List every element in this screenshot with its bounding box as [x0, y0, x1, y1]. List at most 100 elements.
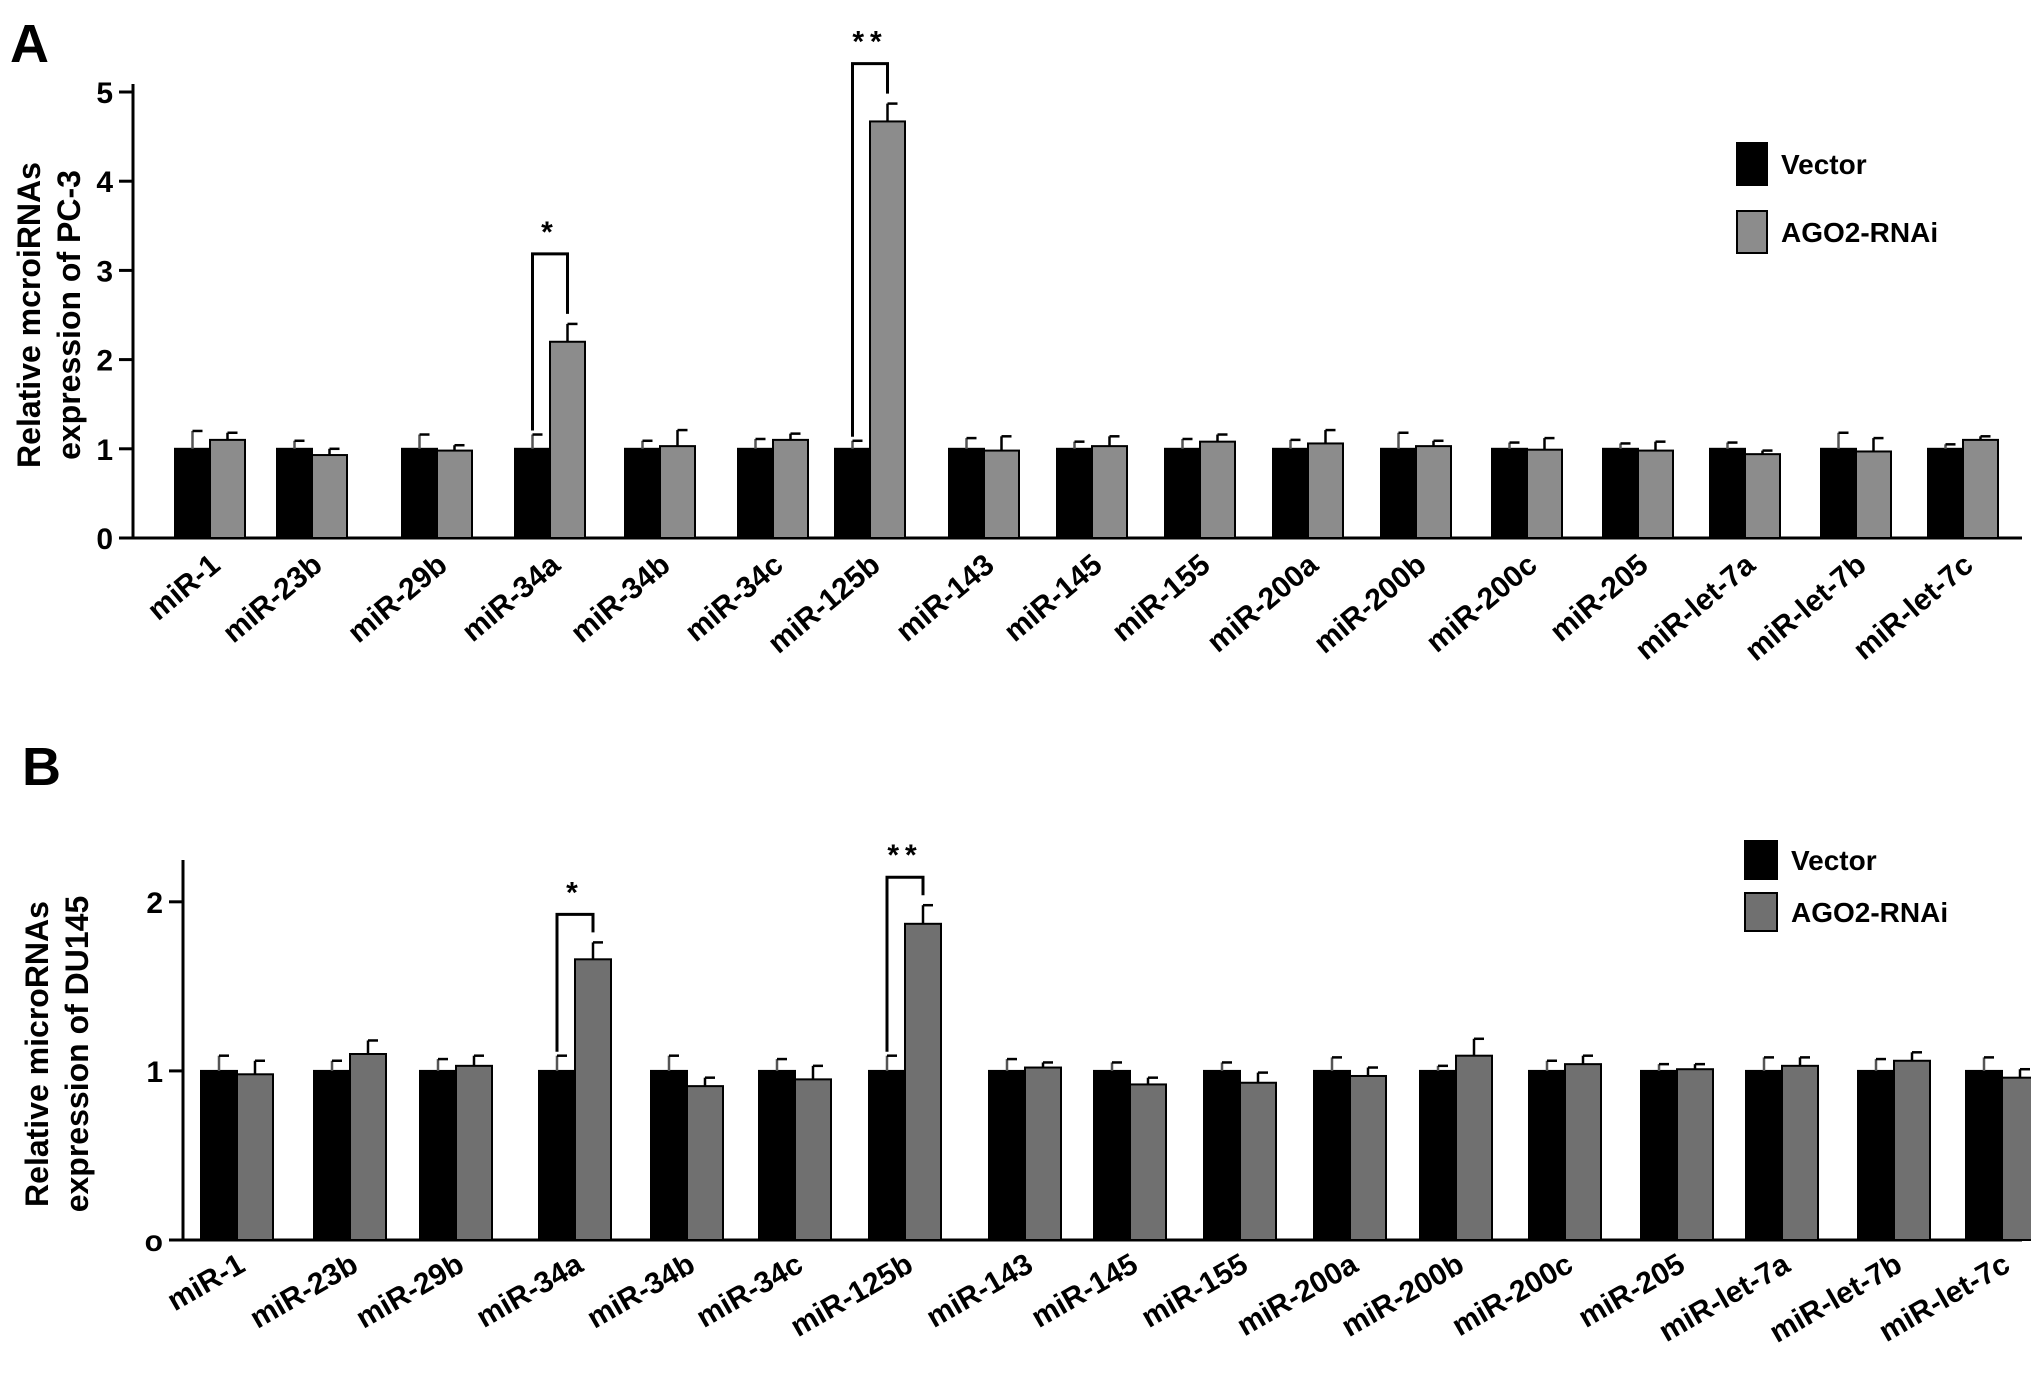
- bar-vector: [401, 447, 438, 539]
- bar-vector: [1380, 447, 1417, 539]
- x-tick-label: miR-155: [1106, 548, 1217, 648]
- bar-vector: [834, 447, 871, 539]
- bar-ago2-rnai: [869, 120, 906, 539]
- x-tick-label: miR-200c: [1420, 548, 1543, 659]
- significance-bracket: [851, 62, 889, 437]
- bar-ago2-rnai: [1564, 1063, 1602, 1242]
- panel-label-b: B: [22, 737, 61, 797]
- x-tick-label: miR-145: [998, 548, 1109, 648]
- bar-ago2-rnai: [794, 1078, 832, 1242]
- y-tick-label: 3: [96, 255, 113, 288]
- bar-vector: [1056, 447, 1093, 539]
- bar-ago2-rnai: [436, 449, 473, 540]
- bar-ago2-rnai: [1239, 1081, 1277, 1242]
- x-tick-label: miR-143: [921, 1247, 1039, 1334]
- x-tick-label: miR-200b: [1308, 548, 1433, 660]
- bar-ago2-rnai: [983, 449, 1020, 540]
- bar-vector: [868, 1069, 906, 1241]
- y-tick-label: 4: [96, 166, 113, 199]
- panel-label-a: A: [10, 14, 49, 74]
- bar-ago2-rnai: [455, 1064, 493, 1241]
- x-tick-label: miR-let-7a: [1629, 548, 1762, 667]
- bar-ago2-rnai: [349, 1053, 387, 1241]
- x-tick-label: miR-23b: [244, 1247, 363, 1335]
- bar-ago2-rnai: [1455, 1054, 1493, 1242]
- bar-ago2-rnai: [1349, 1074, 1387, 1241]
- x-tick-label: miR-let-7b: [1739, 548, 1873, 668]
- significance-bracket: [531, 252, 569, 431]
- x-tick-label: miR-23b: [217, 548, 329, 649]
- bar-vector: [1745, 1069, 1783, 1241]
- x-tick-label: miR-1: [162, 1247, 251, 1317]
- bar-ago2-rnai: [1199, 440, 1236, 539]
- bar-ago2-rnai: [772, 438, 809, 540]
- y-tick-label: 1: [146, 1056, 163, 1089]
- x-tick-label: miR-let-7c: [1847, 548, 1979, 667]
- bar-vector: [737, 447, 774, 539]
- x-tick-label: miR-145: [1026, 1247, 1144, 1334]
- bar-ago2-rnai: [1129, 1083, 1167, 1242]
- x-tick-label: miR-143: [890, 548, 1001, 648]
- bar-vector: [948, 447, 985, 539]
- bar-ago2-rnai: [236, 1073, 274, 1241]
- chart-panel-b: o 1 2 Relative microRNAs expression of DU145…: [19, 839, 2031, 1349]
- bar-ago2-rnai: [1893, 1059, 1931, 1242]
- y-tick-label: 2: [146, 887, 163, 920]
- bar-ago2-rnai: [311, 454, 348, 540]
- y-tick-label: 1: [96, 434, 113, 467]
- bar-vector: [988, 1069, 1026, 1241]
- bar-ago2-rnai: [1855, 450, 1892, 540]
- bar-vector: [1709, 447, 1746, 539]
- chart-panel-a: 0 1 2 3 4 5 Relative mcroiRNAs expression of PC…: [11, 26, 2022, 668]
- bar-vector: [758, 1069, 796, 1241]
- y-tick-label: o: [145, 1225, 163, 1258]
- bar-vector: [419, 1069, 457, 1241]
- bar-ago2-rnai: [1024, 1066, 1062, 1241]
- y-axis-label: expression of DU145: [59, 896, 95, 1213]
- bar-vector: [1820, 447, 1857, 539]
- bar-ago2-rnai: [1307, 442, 1344, 539]
- x-tick-label: miR-34a: [456, 548, 567, 649]
- bar-vector: [1528, 1069, 1566, 1241]
- x-tick-label: miR-200c: [1446, 1247, 1578, 1342]
- bar-vector: [1602, 447, 1639, 539]
- bar-ago2-rnai: [1781, 1064, 1819, 1241]
- x-tick-label: miR-1: [141, 548, 226, 627]
- bar-ago2-rnai: [574, 958, 612, 1241]
- legend-swatch-ago2-rnai: [1744, 892, 1778, 932]
- significance-bracket: [555, 912, 595, 1052]
- bar-vector: [276, 447, 313, 539]
- bar-vector: [624, 447, 661, 539]
- bar-vector: [1272, 447, 1309, 539]
- bar-vector: [1965, 1069, 2003, 1241]
- x-tick-label: miR-125b: [785, 1247, 918, 1343]
- bar-ago2-rnai: [1091, 445, 1128, 539]
- legend-swatch-vector: [1744, 840, 1778, 880]
- significance-marker: **: [852, 26, 887, 59]
- y-tick-label: 2: [96, 345, 113, 378]
- bar-vector: [1491, 447, 1528, 539]
- y-axis-label: Relative microRNAs: [19, 901, 55, 1207]
- bar-ago2-rnai: [686, 1085, 724, 1242]
- bar-vector: [650, 1069, 688, 1241]
- x-tick-label: miR-29b: [350, 1247, 469, 1335]
- x-tick-label: miR-200b: [1336, 1247, 1469, 1343]
- y-tick-label: 5: [96, 77, 113, 110]
- bar-vector: [1313, 1069, 1351, 1241]
- bar-vector: [514, 447, 551, 539]
- x-tick-label: miR-200a: [1201, 548, 1325, 659]
- bar-ago2-rnai: [1526, 448, 1563, 539]
- bar-ago2-rnai: [904, 922, 942, 1241]
- legend-label-ago2-rnai: AGO2-RNAi: [1781, 217, 1938, 248]
- legend-label-vector: Vector: [1781, 149, 1867, 180]
- bar-ago2-rnai: [1637, 449, 1674, 540]
- bar-vector: [200, 1069, 238, 1241]
- legend-label-vector: Vector: [1791, 845, 1877, 876]
- bar-ago2-rnai: [1676, 1068, 1714, 1241]
- x-tick-label: miR-34a: [471, 1247, 589, 1334]
- bar-vector: [538, 1069, 576, 1241]
- bar-ago2-rnai: [659, 445, 696, 539]
- bar-vector: [1640, 1069, 1678, 1241]
- y-axis-label: expression of PC-3: [51, 170, 87, 460]
